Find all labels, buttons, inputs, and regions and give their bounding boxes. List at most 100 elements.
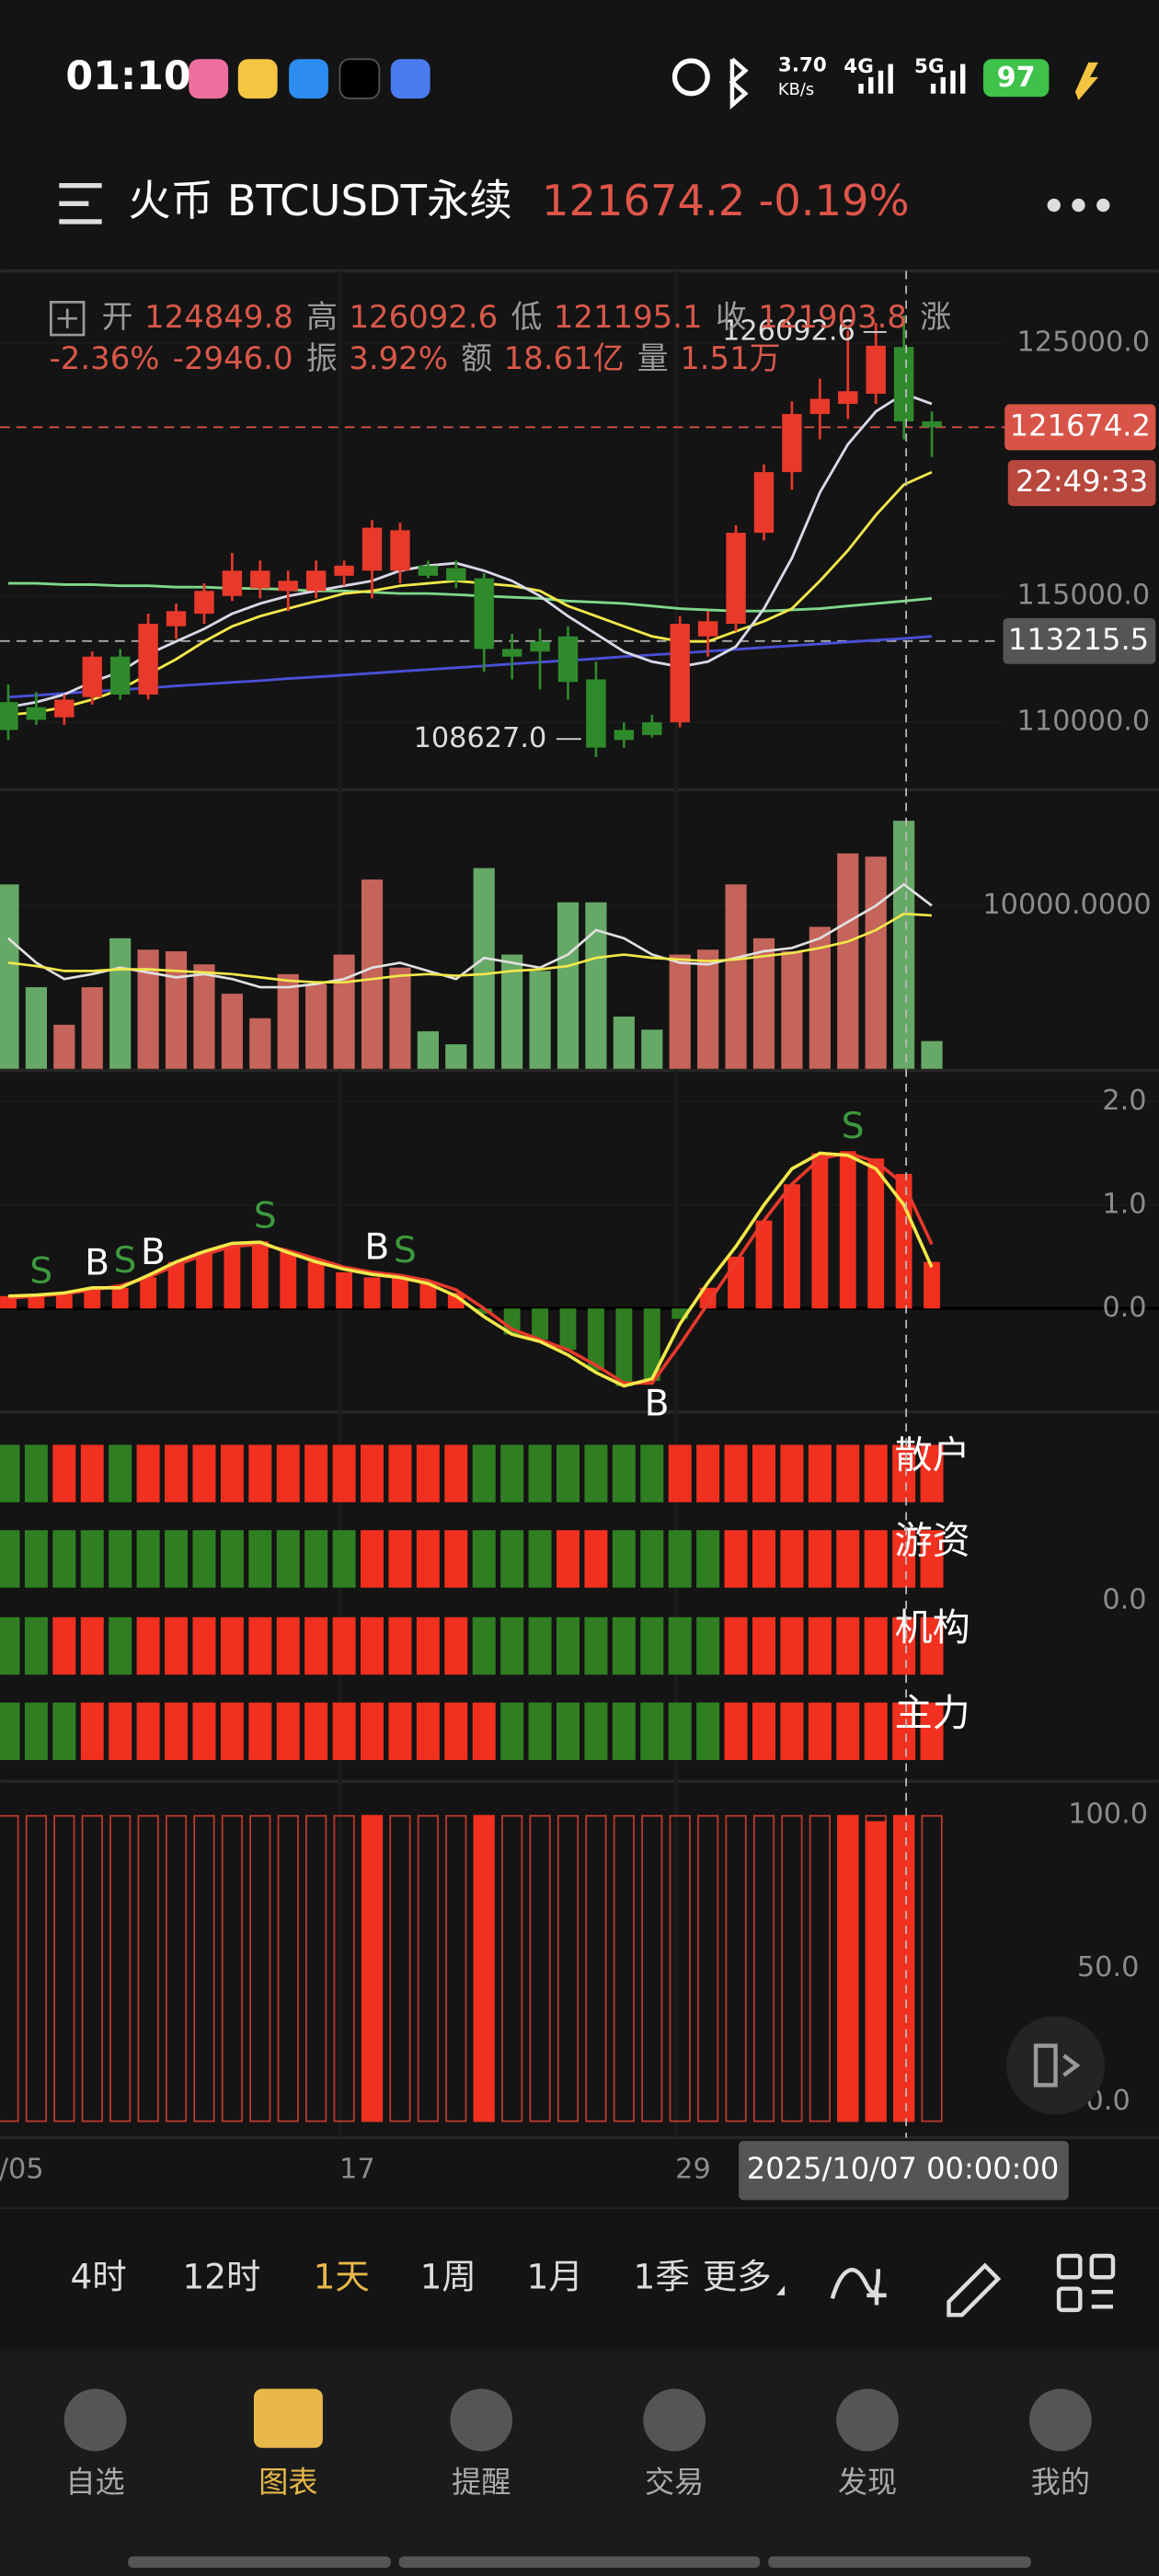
tab-label[interactable]: 发现 xyxy=(838,2465,897,2500)
fund-block xyxy=(388,1530,412,1588)
fund-block xyxy=(0,1616,20,1675)
interval-button[interactable]: 1周 xyxy=(420,2256,476,2296)
more-icon[interactable] xyxy=(1047,198,1110,213)
tab-label[interactable]: 我的 xyxy=(1031,2465,1090,2500)
tab-label[interactable]: 提醒 xyxy=(452,2465,511,2500)
fund-block xyxy=(472,1702,496,1761)
fund-block xyxy=(332,1702,356,1761)
volume-bar xyxy=(25,987,47,1069)
candle-body xyxy=(138,624,158,695)
fund-block xyxy=(220,1702,244,1761)
ma-line xyxy=(7,635,933,699)
fund-block xyxy=(109,1702,132,1761)
fund-block xyxy=(276,1530,300,1588)
fund-block xyxy=(528,1702,552,1761)
info-value: 18.61亿 xyxy=(504,339,625,375)
fund-block xyxy=(24,1444,48,1502)
candle-body xyxy=(838,391,858,404)
signal-label: S xyxy=(842,1106,865,1147)
fund-block xyxy=(892,1530,916,1588)
menu-icon[interactable] xyxy=(59,182,102,224)
signal-bars xyxy=(858,63,966,94)
interval-button[interactable]: 1季 xyxy=(634,2256,690,2296)
volume-bar xyxy=(389,967,411,1069)
tab-label[interactable]: 自选 xyxy=(65,2465,124,2500)
fund-block xyxy=(444,1702,468,1761)
signal-label: S xyxy=(29,1250,52,1292)
volume-bar xyxy=(417,1030,439,1069)
macd-bar xyxy=(559,1308,577,1351)
signal-bar-outline xyxy=(669,1814,691,2122)
fund-block xyxy=(416,1444,440,1502)
fund-block xyxy=(304,1444,328,1502)
macd-bar xyxy=(111,1287,129,1309)
macd-bar xyxy=(643,1308,660,1381)
fund-block xyxy=(500,1444,524,1502)
candle-body xyxy=(26,707,47,720)
price-tag-text: 121674.2 xyxy=(1010,408,1151,443)
fund-block xyxy=(136,1530,160,1588)
candle-body xyxy=(642,722,662,735)
fund-block xyxy=(780,1702,804,1761)
candle-body xyxy=(893,347,914,422)
interval-button[interactable]: 4时 xyxy=(70,2256,126,2296)
fund-block xyxy=(276,1702,300,1761)
tab-icon xyxy=(63,2388,127,2452)
interval-button[interactable]: 1天 xyxy=(314,2256,370,2296)
tab-icon xyxy=(643,2388,706,2452)
candle-body xyxy=(474,578,494,650)
volume-bar xyxy=(0,884,19,1069)
fund-row-name: 机构 xyxy=(895,1605,970,1650)
fund-block xyxy=(836,1616,860,1675)
price-tag xyxy=(1004,404,1156,451)
fund-block xyxy=(892,1702,916,1761)
fund-block xyxy=(361,1444,384,1502)
fund-block xyxy=(52,1702,76,1761)
fund-block xyxy=(864,1444,888,1502)
volume-bar xyxy=(249,1018,271,1069)
fund-block xyxy=(808,1530,832,1588)
fund-block xyxy=(24,1530,48,1588)
signal-label: S xyxy=(254,1196,277,1237)
fund-block xyxy=(724,1530,748,1588)
interval-button[interactable]: 更多 xyxy=(703,2256,772,2296)
fund-block xyxy=(808,1616,832,1675)
candle-body xyxy=(390,530,410,571)
fund-block xyxy=(388,1702,412,1761)
interval-button[interactable]: 1月 xyxy=(527,2256,583,2296)
fund-block xyxy=(304,1530,328,1588)
fund-block xyxy=(0,1530,20,1588)
fund-block xyxy=(0,1444,20,1502)
fund-block xyxy=(192,1616,216,1675)
fund-block xyxy=(220,1530,244,1588)
macd-bar xyxy=(363,1277,381,1309)
header-change: -0.19% xyxy=(759,176,910,225)
signal-bar-outline xyxy=(641,1814,663,2122)
interval-button[interactable]: 12时 xyxy=(182,2256,260,2296)
volume-bar xyxy=(193,964,215,1069)
info-box-icon[interactable] xyxy=(50,301,86,337)
volume-bar xyxy=(501,954,523,1069)
volume-bar xyxy=(893,821,915,1069)
tool-icons[interactable] xyxy=(830,2253,1116,2317)
tab-label[interactable]: 图表 xyxy=(258,2465,317,2500)
signal-bar-outline xyxy=(585,1814,607,2122)
symbol-title[interactable]: 火币 BTCUSDT永续 xyxy=(128,176,511,225)
fund-block xyxy=(388,1444,412,1502)
tab-label[interactable]: 交易 xyxy=(645,2465,704,2500)
fund-block xyxy=(836,1702,860,1761)
candle-body xyxy=(866,345,886,394)
volume-bar xyxy=(361,879,384,1069)
volume-ma-line xyxy=(7,882,933,989)
y-tick-label: 50.0 xyxy=(1077,1951,1140,1984)
x-tick-label: /05 xyxy=(0,2154,44,2186)
signal-bar-outline xyxy=(53,1814,75,2122)
signal-bar-outline xyxy=(0,1814,19,2122)
fund-block xyxy=(640,1616,664,1675)
fund-block xyxy=(500,1616,524,1675)
fund-block xyxy=(332,1530,356,1588)
signal-bar xyxy=(361,1814,384,2122)
candle-body xyxy=(0,702,18,730)
